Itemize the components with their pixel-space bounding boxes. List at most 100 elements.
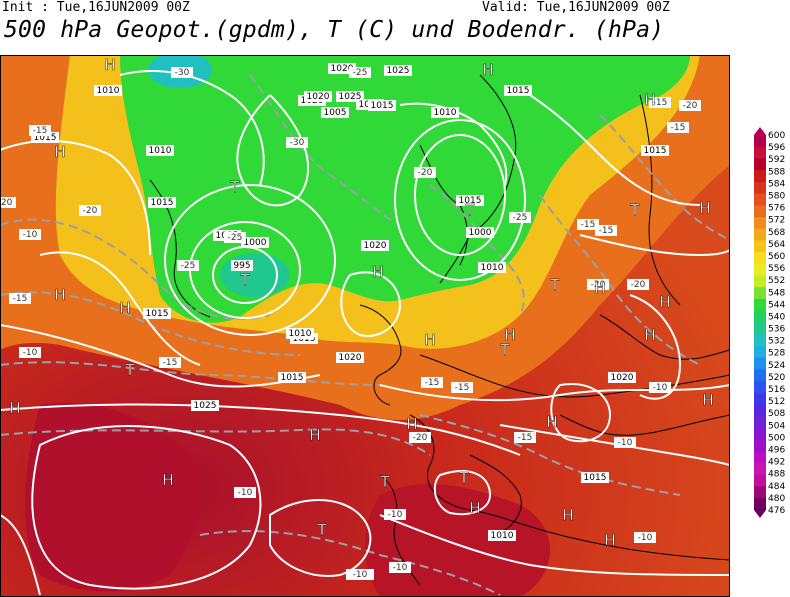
colorbar-cell (754, 181, 766, 195)
isotherm-label: -10 (649, 382, 671, 393)
isobar-label: 1015 (31, 132, 59, 143)
high-pressure-center: H (469, 499, 480, 517)
svg-text:-10: -10 (353, 570, 368, 580)
isobar-label: 1025 (336, 91, 364, 102)
isobar-label: 1010 (94, 85, 122, 96)
low-pressure-center: T (458, 469, 469, 487)
isobar-label: 1000 (241, 237, 269, 248)
isotherm-label: -30 (171, 67, 193, 78)
isotherm-label: -25 (177, 260, 199, 271)
colorbar-cell (754, 240, 766, 253)
isotherm-label: -10 (19, 229, 41, 240)
svg-text:-20: -20 (0, 198, 13, 208)
isobar-label: 1010 (286, 328, 314, 339)
colorbar-tick-label: 488 (768, 470, 785, 480)
colorbar-cell (754, 322, 766, 335)
colorbar-tick-label: 544 (768, 300, 785, 310)
colorbar-tick-label: 572 (768, 216, 785, 226)
isotherm-label: -10 (634, 532, 656, 543)
svg-text:1010: 1010 (481, 263, 504, 273)
isobar-label: 1015 (504, 85, 532, 96)
isobar-label: 1020 (608, 372, 636, 383)
colorbar-tick-label: 564 (768, 240, 785, 250)
svg-text:1015: 1015 (146, 309, 169, 319)
colorbar-cell (754, 299, 766, 312)
high-pressure-center: H (309, 426, 320, 444)
isotherm-label: -15 (649, 97, 671, 108)
svg-text:-15: -15 (33, 126, 48, 136)
svg-text:-15: -15 (518, 433, 533, 443)
colorbar-tick-label: 548 (768, 288, 785, 298)
colorbar-cell (754, 369, 766, 382)
isobar-label: 1015 (278, 372, 306, 383)
colorbar-tick-label: 580 (768, 191, 785, 201)
colorbar-tick-label: 588 (768, 167, 785, 177)
isotherm-label: -20 (409, 432, 431, 443)
svg-text:-10: -10 (388, 510, 403, 520)
colorbar-tick-label: 556 (768, 264, 785, 274)
svg-text:1025: 1025 (387, 66, 410, 76)
isotherm-labels: -30 -25 -20 -15 -10 -15 -20 -25 -30 -20 -25 -15 -10 -… (0, 67, 701, 580)
high-pressure-center: H (424, 331, 435, 349)
isotherm-label: -15 (421, 377, 443, 388)
colorbar-cell (754, 439, 766, 452)
high-pressure-center: H (54, 143, 65, 161)
colorbar-cell (754, 345, 766, 359)
isobar-label: 1005 (321, 107, 349, 118)
isotherm-label: -10 (614, 437, 636, 448)
isotherm-label: -20 (679, 100, 701, 111)
svg-text:-10: -10 (23, 230, 38, 240)
colorbar-cell (754, 310, 766, 323)
isobar-label: 995 (231, 260, 253, 271)
svg-text:1015: 1015 (34, 133, 57, 143)
isobar-label: 1015 (143, 308, 171, 319)
colorbar: 600 596 592 588 584 580 576 572 568 564 560 556 552 5… (754, 127, 785, 518)
colorbar-cell (754, 357, 766, 370)
svg-text:-15: -15 (671, 123, 686, 133)
svg-text:-10: -10 (238, 488, 253, 498)
high-pressure-center: H (406, 415, 417, 433)
svg-text:-15: -15 (13, 294, 28, 304)
isotherm-label: -20 (79, 205, 101, 216)
colorbar-cell (754, 170, 766, 183)
colorbar-tick-label: 520 (768, 373, 785, 383)
svg-text:-10: -10 (618, 438, 633, 448)
colorbar-tick-label: 552 (768, 276, 785, 286)
svg-text:1015: 1015 (644, 146, 667, 156)
init-time-label: Init : Tue,16JUN2009 00Z (2, 0, 190, 15)
svg-text:-25: -25 (228, 233, 243, 243)
colorbar-tick-label: 476 (768, 506, 785, 516)
high-pressure-center: H (372, 263, 383, 281)
high-pressure-center: H (699, 199, 710, 217)
high-pressure-center: H (119, 299, 130, 317)
high-pressure-center: H (104, 56, 115, 74)
colorbar-tick-label: 540 (768, 312, 785, 322)
colorbar-cell (754, 474, 766, 488)
colorbar-cell (754, 427, 766, 441)
colorbar-cell (754, 334, 766, 347)
colorbar-cell (754, 158, 766, 171)
low-pressure-center: T (549, 276, 560, 294)
isotherm-label: -25 (224, 232, 246, 243)
isotherm-label: -10 (389, 562, 411, 573)
isobar-label: 1015 (581, 472, 609, 483)
svg-text:1015: 1015 (507, 86, 530, 96)
isotherm-label: -20 (587, 279, 609, 290)
field-teal-low (220, 253, 290, 297)
high-pressure-center: H (562, 506, 573, 524)
svg-text:1020: 1020 (331, 64, 354, 74)
isobar-label: 1015 (641, 145, 669, 156)
colorbar-cell (754, 135, 766, 148)
svg-text:1015: 1015 (459, 196, 482, 206)
colorbar-cell (754, 193, 766, 206)
isotherm-label: -20 (627, 279, 649, 290)
colorbar-cell (754, 381, 766, 394)
isobar-label: 1020 (328, 63, 356, 74)
high-pressure-center: H (644, 326, 655, 344)
isobar-label: 1010 (146, 145, 174, 156)
low-pressure-center: T (316, 521, 327, 539)
isotherm-label: -15 (451, 382, 473, 393)
isotherm-label: -15 (514, 432, 536, 443)
colorbar-tick-label: 484 (768, 482, 785, 492)
